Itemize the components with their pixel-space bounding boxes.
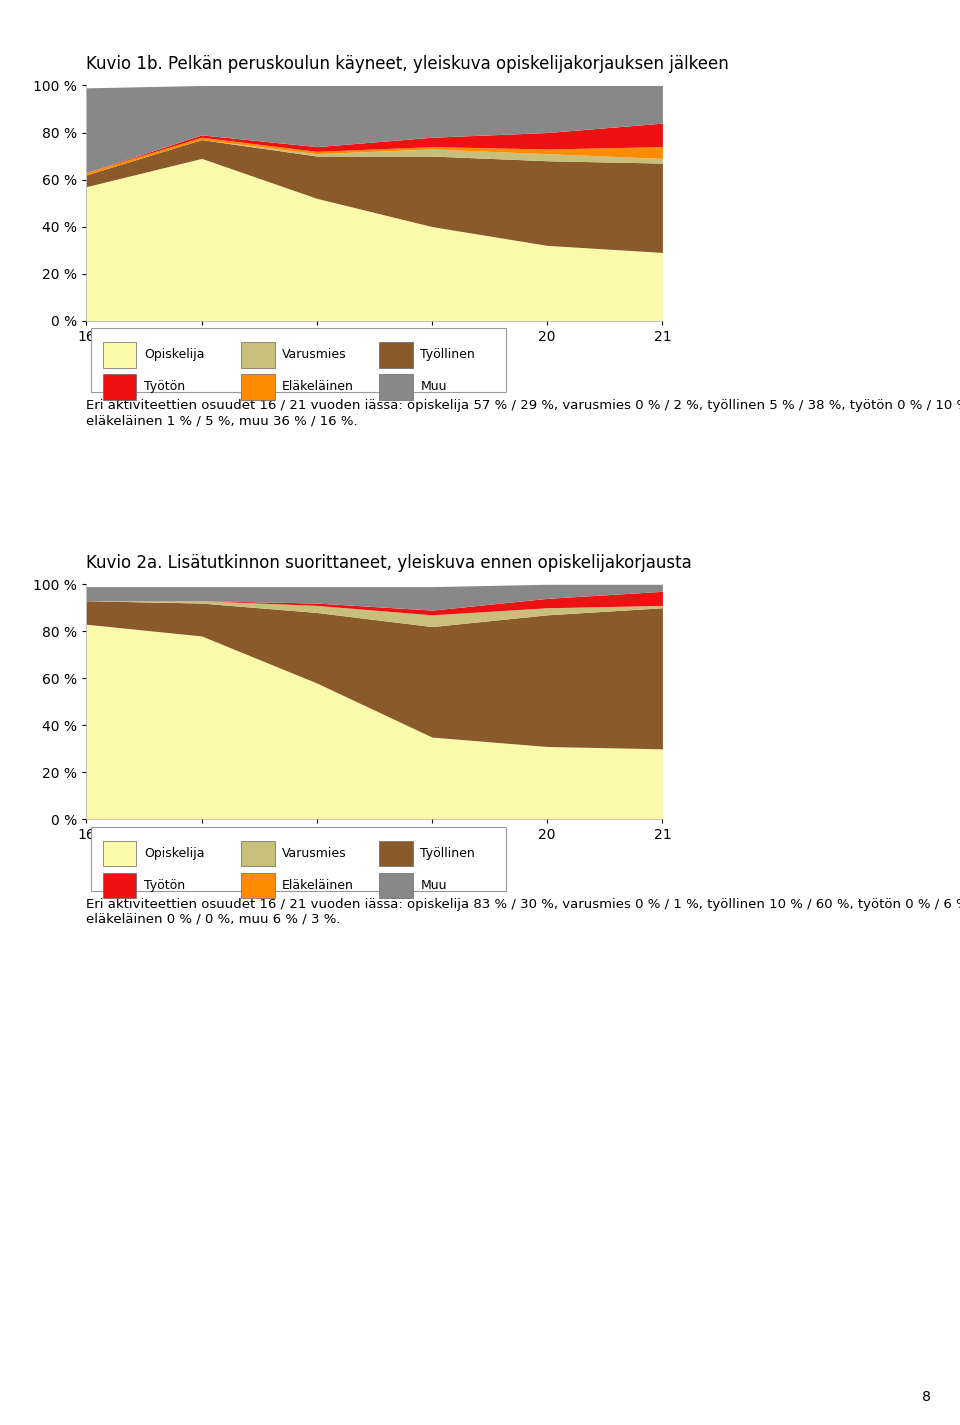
Text: Työtön: Työtön xyxy=(144,380,185,393)
Text: Muu: Muu xyxy=(420,879,447,892)
Text: Opiskelija: Opiskelija xyxy=(144,846,204,861)
Text: Varusmies: Varusmies xyxy=(282,348,347,362)
Text: Varusmies: Varusmies xyxy=(282,846,347,861)
Text: Eri aktiviteettien osuudet 16 / 21 vuoden iässä: opiskelija 57 % / 29 %, varusmi: Eri aktiviteettien osuudet 16 / 21 vuode… xyxy=(86,399,960,428)
Text: Opiskelija: Opiskelija xyxy=(144,348,204,362)
Text: Kuvio 1b. Pelkän peruskoulun käyneet, yleiskuva opiskelijakorjauksen jälkeen: Kuvio 1b. Pelkän peruskoulun käyneet, yl… xyxy=(86,56,730,73)
Text: Eri aktiviteettien osuudet 16 / 21 vuoden iässä: opiskelija 83 % / 30 %, varusmi: Eri aktiviteettien osuudet 16 / 21 vuode… xyxy=(86,898,960,926)
Text: 8: 8 xyxy=(923,1389,931,1404)
Text: Työtön: Työtön xyxy=(144,879,185,892)
Text: Eläkeläinen: Eläkeläinen xyxy=(282,380,354,393)
Text: Työllinen: Työllinen xyxy=(420,846,475,861)
Text: Kuvio 2a. Lisätutkinnon suorittaneet, yleiskuva ennen opiskelijakorjausta: Kuvio 2a. Lisätutkinnon suorittaneet, yl… xyxy=(86,554,692,571)
Text: Muu: Muu xyxy=(420,380,447,393)
Text: Eläkeläinen: Eläkeläinen xyxy=(282,879,354,892)
Text: Työllinen: Työllinen xyxy=(420,348,475,362)
